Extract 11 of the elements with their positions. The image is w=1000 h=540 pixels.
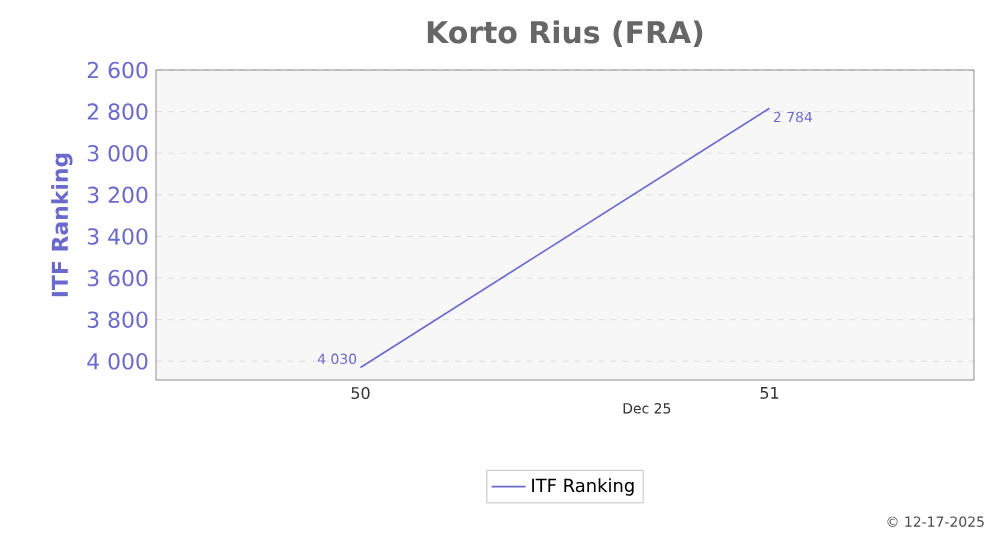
y-tick-label: 3 400 (87, 228, 148, 245)
y-tick-label: 3 600 (87, 269, 148, 287)
y-tick-label: 3 800 (87, 311, 148, 328)
y-tick-label: 4 000 (87, 353, 148, 370)
y-tick-label: 3 200 (87, 186, 148, 204)
y-axis-title: ITF Ranking (51, 153, 73, 297)
legend-label: ITF Ranking (532, 478, 634, 496)
y-tick-label: 2 800 (87, 103, 148, 120)
y-tick-label: 2 600 (87, 61, 148, 79)
chart-title: Korto Rius (FRA) (427, 20, 703, 47)
y-tick-label: 3 000 (87, 144, 148, 162)
